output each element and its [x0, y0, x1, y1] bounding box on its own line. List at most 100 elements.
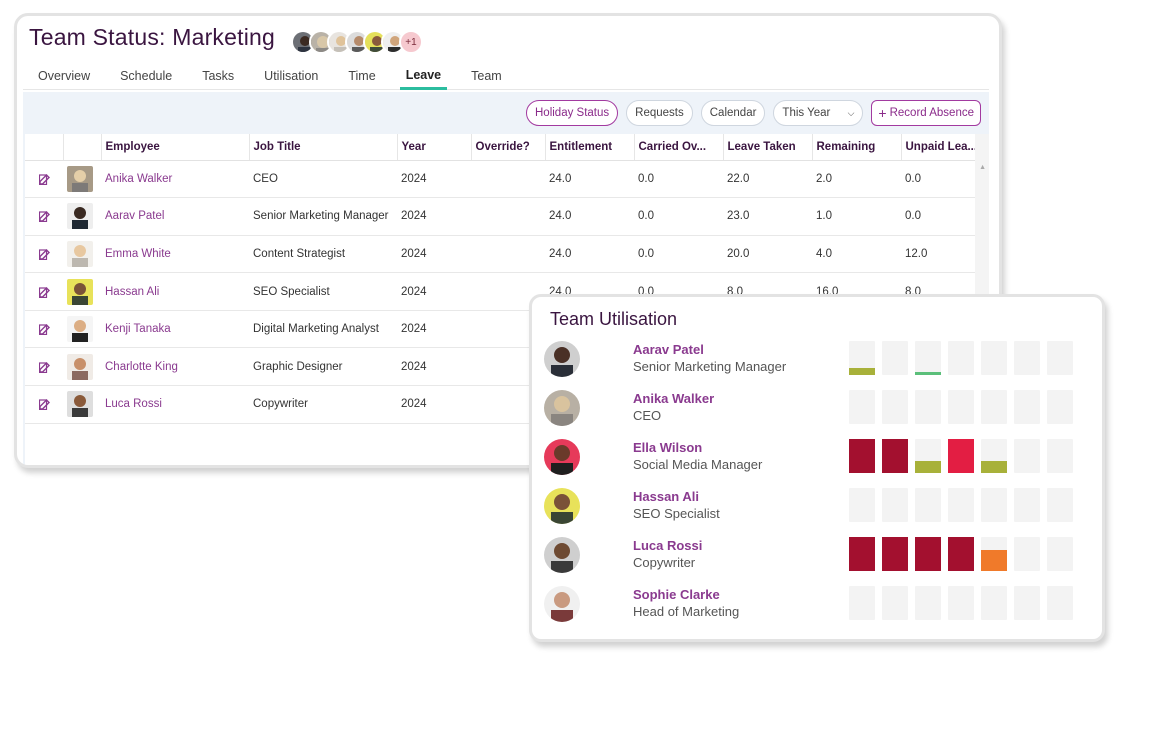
utilisation-block[interactable]	[948, 537, 974, 571]
period-select-value: This Year	[782, 107, 831, 119]
utilisation-row[interactable]: Hassan Ali SEO Specialist	[532, 488, 1102, 537]
employee-name[interactable]: Charlotte King	[101, 347, 249, 387]
employee-photo	[67, 165, 93, 192]
tab-overview[interactable]: Overview	[38, 69, 91, 83]
utilisation-person-name[interactable]: Ella Wilson	[633, 440, 703, 455]
utilisation-block[interactable]	[915, 390, 941, 424]
utilisation-block[interactable]	[849, 439, 875, 473]
utilisation-block[interactable]	[948, 439, 974, 473]
tab-tasks[interactable]: Tasks	[202, 69, 235, 83]
employee-name[interactable]: Luca Rossi	[101, 385, 249, 424]
utilisation-row[interactable]: Sophie Clarke Head of Marketing	[532, 586, 1102, 635]
col-leave-taken-header[interactable]: Leave Taken	[723, 134, 813, 161]
col-remaining-header[interactable]: Remaining	[812, 134, 902, 161]
utilisation-block[interactable]	[948, 341, 974, 375]
edit-icon[interactable]	[39, 286, 51, 298]
utilisation-block[interactable]	[1014, 488, 1040, 522]
tab-time[interactable]: Time	[348, 69, 376, 83]
utilisation-block[interactable]	[882, 586, 908, 620]
utilisation-row[interactable]: Ella Wilson Social Media Manager	[532, 439, 1102, 488]
employee-name[interactable]: Aarav Patel	[101, 197, 249, 236]
more-members-badge[interactable]: +1	[399, 30, 423, 54]
utilisation-block[interactable]	[882, 439, 908, 473]
team-avatars[interactable]: +1	[291, 30, 423, 56]
utilisation-block[interactable]	[915, 586, 941, 620]
utilisation-block[interactable]	[1047, 488, 1073, 522]
utilisation-block[interactable]	[1014, 586, 1040, 620]
record-absence-button[interactable]: + Record Absence	[871, 100, 981, 126]
requests-button[interactable]: Requests	[626, 100, 693, 126]
utilisation-block[interactable]	[1047, 537, 1073, 571]
tab-schedule[interactable]: Schedule	[120, 69, 173, 83]
utilisation-person-name[interactable]: Anika Walker	[633, 391, 715, 406]
utilisation-block[interactable]	[1047, 586, 1073, 620]
utilisation-block[interactable]	[981, 586, 1007, 620]
edit-icon[interactable]	[39, 173, 51, 185]
col-entitlement-header[interactable]: Entitlement	[545, 134, 635, 161]
utilisation-block[interactable]	[948, 390, 974, 424]
utilisation-block[interactable]	[981, 390, 1007, 424]
utilisation-person-name[interactable]: Aarav Patel	[633, 342, 704, 357]
table-row[interactable]: Emma White Content Strategist 2024 24.0 0.0 2…	[25, 235, 975, 274]
col-override-header[interactable]: Override?	[471, 134, 546, 161]
utilisation-block[interactable]	[849, 537, 875, 571]
utilisation-block[interactable]	[915, 439, 941, 473]
utilisation-block[interactable]	[981, 537, 1007, 571]
utilisation-person-name[interactable]: Luca Rossi	[633, 538, 703, 553]
edit-icon[interactable]	[39, 361, 51, 373]
employee-name[interactable]: Hassan Ali	[101, 272, 249, 311]
utilisation-block[interactable]	[1047, 341, 1073, 375]
utilisation-block[interactable]	[981, 439, 1007, 473]
utilisation-block[interactable]	[1047, 390, 1073, 424]
col-job-title-header[interactable]: Job Title	[249, 134, 398, 161]
calendar-button[interactable]: Calendar	[700, 100, 766, 126]
utilisation-block[interactable]	[981, 341, 1007, 375]
employee-name[interactable]: Anika Walker	[101, 160, 249, 199]
utilisation-block[interactable]	[948, 586, 974, 620]
utilisation-block[interactable]	[1047, 439, 1073, 473]
utilisation-block[interactable]	[849, 488, 875, 522]
employee-name[interactable]: Kenji Tanaka	[101, 310, 249, 349]
col-carried-over-header[interactable]: Carried Ov...	[634, 134, 724, 161]
year: 2024	[397, 197, 471, 236]
col-employee-header[interactable]: Employee	[101, 134, 250, 161]
utilisation-block[interactable]	[882, 390, 908, 424]
utilisation-block[interactable]	[915, 341, 941, 375]
employee-name[interactable]: Emma White	[101, 235, 249, 274]
utilisation-block[interactable]	[849, 586, 875, 620]
utilisation-block[interactable]	[882, 488, 908, 522]
utilisation-block[interactable]	[1014, 390, 1040, 424]
utilisation-block[interactable]	[882, 341, 908, 375]
tab-leave[interactable]: Leave	[399, 62, 448, 90]
utilisation-block[interactable]	[915, 488, 941, 522]
utilisation-person-name[interactable]: Hassan Ali	[633, 489, 699, 504]
col-unpaid-leave-header[interactable]: Unpaid Lea...	[901, 134, 976, 161]
utilisation-block[interactable]	[1014, 341, 1040, 375]
utilisation-block[interactable]	[882, 537, 908, 571]
utilisation-row[interactable]: Aarav Patel Senior Marketing Manager	[532, 341, 1102, 390]
edit-icon[interactable]	[39, 248, 51, 260]
scroll-up-icon[interactable]: ▲	[979, 164, 986, 171]
utilisation-block[interactable]	[1014, 439, 1040, 473]
utilisation-block[interactable]	[915, 537, 941, 571]
col-year-header[interactable]: Year	[397, 134, 472, 161]
tab-utilisation[interactable]: Utilisation	[264, 69, 319, 83]
utilisation-row[interactable]: Luca Rossi Copywriter	[532, 537, 1102, 586]
utilisation-person-name[interactable]: Sophie Clarke	[633, 587, 720, 602]
table-row[interactable]: Anika Walker CEO 2024 24.0 0.0 22.0 2.0 0.0	[25, 160, 975, 199]
table-row[interactable]: Aarav Patel Senior Marketing Manager 2024 2…	[25, 197, 975, 236]
utilisation-block[interactable]	[849, 341, 875, 375]
period-select[interactable]: This Year ⌵	[773, 100, 864, 126]
utilisation-block[interactable]	[981, 488, 1007, 522]
utilisation-block[interactable]	[1014, 537, 1040, 571]
edit-icon[interactable]	[39, 323, 51, 336]
holiday-status-button[interactable]: Holiday Status	[526, 100, 619, 126]
tab-team[interactable]: Team	[471, 69, 502, 83]
utilisation-block[interactable]	[849, 390, 875, 424]
utilisation-block[interactable]	[948, 488, 974, 522]
edit-icon[interactable]	[39, 398, 51, 411]
edit-cell	[25, 272, 63, 311]
edit-icon[interactable]	[39, 210, 51, 223]
utilisation-row[interactable]: Anika Walker CEO	[532, 390, 1102, 439]
utilisation-person-role: Copywriter	[633, 555, 696, 570]
